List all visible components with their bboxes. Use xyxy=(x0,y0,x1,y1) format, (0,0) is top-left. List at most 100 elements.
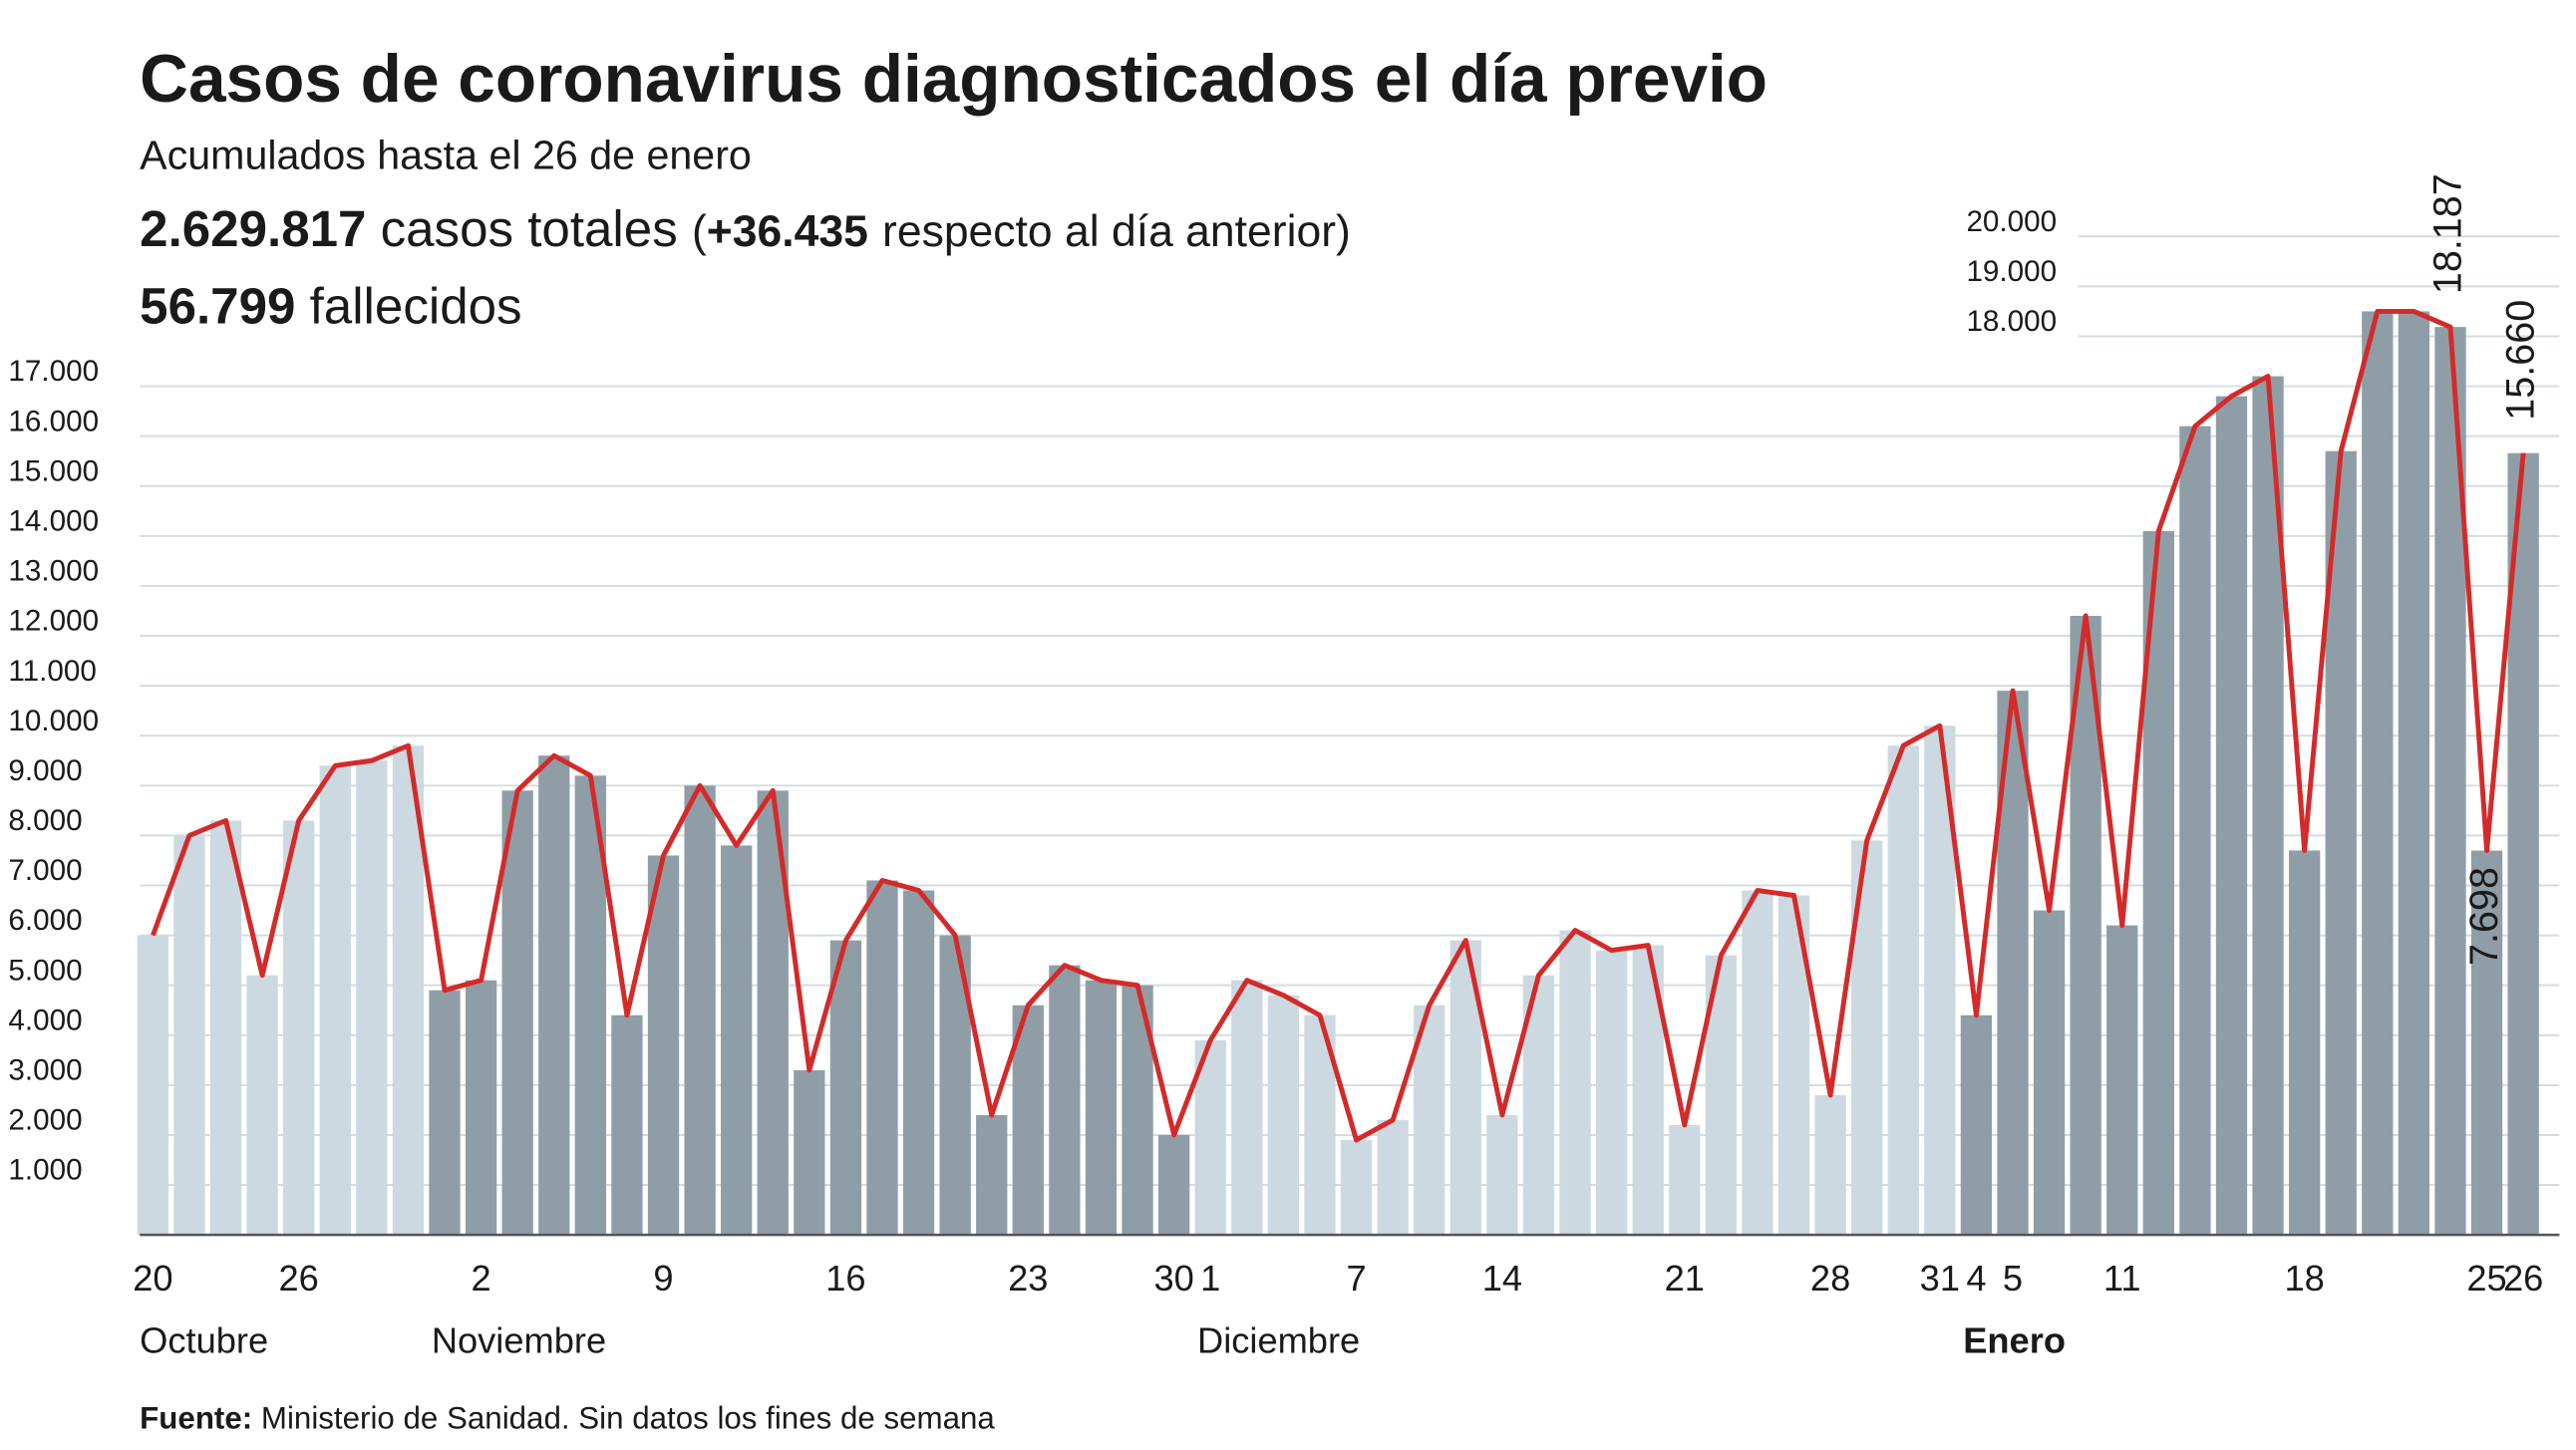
bar xyxy=(976,1114,1008,1236)
bar xyxy=(721,845,753,1236)
bar xyxy=(283,820,315,1236)
y-tick-label: 11.000 xyxy=(8,655,97,688)
bar xyxy=(538,755,570,1236)
bar xyxy=(2179,426,2211,1236)
x-tick-label: 2 xyxy=(472,1258,491,1299)
bar xyxy=(2470,850,2503,1236)
bar xyxy=(647,855,680,1236)
bar xyxy=(1377,1119,1409,1236)
line xyxy=(151,308,2526,1143)
x-tick-label: 28 xyxy=(1810,1258,1850,1299)
bar xyxy=(137,935,169,1236)
month-label: Enero xyxy=(1963,1319,2066,1360)
bar xyxy=(1085,980,1118,1236)
bar xyxy=(501,790,533,1236)
bar xyxy=(902,890,935,1236)
x-tick-label: 4 xyxy=(1966,1258,1986,1299)
x-tick-label: 20 xyxy=(133,1258,172,1299)
bar xyxy=(1267,995,1300,1236)
y-tick-label: 13.000 xyxy=(8,555,99,588)
x-tick-label: 21 xyxy=(1665,1258,1705,1299)
y-tick-label: 14.000 xyxy=(8,504,99,537)
month-label: Diciembre xyxy=(1197,1319,1360,1360)
source-text: Ministerio de Sanidad. Sin datos los fin… xyxy=(261,1401,995,1436)
x-tick-label: 14 xyxy=(1482,1258,1522,1299)
bar xyxy=(1814,1094,1846,1236)
change-text: respecto al día anterior xyxy=(882,207,1336,256)
bar xyxy=(2362,311,2394,1236)
y-tick-label: 5.000 xyxy=(8,954,82,987)
bar xyxy=(1559,930,1591,1236)
bar xyxy=(1742,890,1773,1236)
bar xyxy=(1595,950,1628,1236)
value-label: 15.660 xyxy=(2499,300,2543,421)
bar xyxy=(684,785,716,1236)
bar xyxy=(246,975,278,1236)
bar xyxy=(209,820,242,1236)
y-tick-label: 12.000 xyxy=(8,605,99,638)
value-label: 18.187 xyxy=(2425,173,2469,294)
bar xyxy=(1960,1015,1993,1236)
bar xyxy=(1486,1114,1518,1236)
x-tick-label: 7 xyxy=(1346,1258,1366,1299)
bar xyxy=(356,760,388,1236)
bar xyxy=(829,940,862,1236)
y-tick-label: 17.000 xyxy=(8,355,99,388)
bar xyxy=(465,980,497,1236)
bar xyxy=(1049,965,1081,1236)
y-tick-label: 9.000 xyxy=(8,754,82,787)
y-tick-label: 6.000 xyxy=(8,904,82,937)
x-tick-label: 30 xyxy=(1153,1258,1193,1299)
bar xyxy=(319,765,351,1236)
y-tick-label: 3.000 xyxy=(8,1054,82,1087)
x-tick-label: 23 xyxy=(1008,1258,1048,1299)
source: Fuente: Ministerio de Sanidad. Sin datos… xyxy=(140,1401,995,1436)
y-tick-label: 4.000 xyxy=(8,1004,82,1036)
y-tick-label: 20.000 xyxy=(1966,205,2057,238)
x-tick-label: 1 xyxy=(1200,1258,1220,1299)
bar xyxy=(2288,850,2321,1236)
y-tick-label: 7.000 xyxy=(8,854,82,887)
x-tick-label: 16 xyxy=(825,1258,865,1299)
x-tick-label: 26 xyxy=(2503,1258,2543,1299)
y-tick-label: 2.000 xyxy=(8,1104,82,1137)
month-label: Octubre xyxy=(140,1319,268,1360)
totals-deaths: 56.799 fallecidos xyxy=(140,278,521,335)
bar xyxy=(1157,1134,1190,1236)
bar xyxy=(2398,311,2430,1236)
paren: ) xyxy=(1336,207,1351,256)
cases-text: casos totales xyxy=(381,200,678,257)
totals-cases: 2.629.817 casos totales (+36.435 respect… xyxy=(140,200,1351,257)
bar xyxy=(2106,925,2138,1236)
chart-title: Casos de coronavirus diagnosticados el d… xyxy=(140,42,1768,117)
bar xyxy=(173,835,205,1236)
x-tick-label: 5 xyxy=(2003,1258,2023,1299)
y-tick-label: 15.000 xyxy=(8,454,99,487)
y-tick-label: 18.000 xyxy=(1966,305,2057,338)
bar xyxy=(611,1015,643,1236)
x-tick-label: 11 xyxy=(2103,1258,2141,1299)
bar xyxy=(429,990,461,1236)
bars xyxy=(137,311,2539,1236)
y-tick-label: 19.000 xyxy=(1966,255,2057,288)
value-label: 7.698 xyxy=(2462,867,2506,966)
paren: ( xyxy=(692,207,707,256)
bar xyxy=(2033,910,2066,1236)
x-tick-label: 18 xyxy=(2284,1258,2324,1299)
deaths-text: fallecidos xyxy=(310,278,522,335)
bar xyxy=(1887,745,1919,1236)
y-tick-label: 10.000 xyxy=(8,705,99,737)
x-tick-label: 9 xyxy=(653,1258,673,1299)
bar xyxy=(1231,980,1263,1236)
y-tick-label: 8.000 xyxy=(8,804,82,837)
bar xyxy=(2215,396,2248,1236)
bar xyxy=(794,1069,825,1236)
x-tick-label: 26 xyxy=(279,1258,319,1299)
y-tick-label: 16.000 xyxy=(8,405,99,437)
x-tick-label: 25 xyxy=(2466,1258,2506,1299)
subtitle: Acumulados hasta el 26 de enero xyxy=(140,133,752,178)
month-label: Noviembre xyxy=(432,1319,606,1360)
deaths: 56.799 xyxy=(140,278,295,335)
